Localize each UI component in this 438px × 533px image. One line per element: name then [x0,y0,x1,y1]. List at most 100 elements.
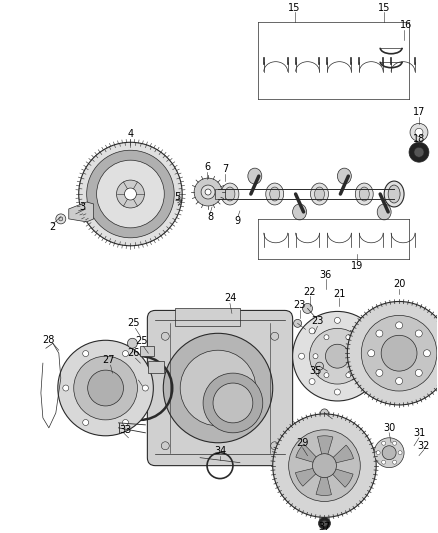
Ellipse shape [270,187,280,201]
Circle shape [415,369,422,376]
Circle shape [123,351,128,357]
Circle shape [273,414,376,518]
Circle shape [203,373,263,433]
Circle shape [315,362,324,370]
Circle shape [58,340,153,436]
Circle shape [163,333,273,443]
Text: 27: 27 [102,355,115,365]
Ellipse shape [337,168,351,184]
Circle shape [409,142,429,162]
Circle shape [376,330,383,337]
Circle shape [79,142,182,246]
Circle shape [396,322,403,329]
Circle shape [376,369,383,376]
Circle shape [381,441,385,445]
Text: 28: 28 [42,335,55,345]
Bar [215,189,225,199]
Circle shape [83,419,88,425]
Circle shape [213,383,253,423]
Text: 23: 23 [311,317,324,326]
Circle shape [398,451,402,455]
Circle shape [410,123,428,141]
Text: 8: 8 [207,212,213,222]
Circle shape [382,446,396,459]
Ellipse shape [355,183,373,205]
Wedge shape [296,466,325,486]
Text: 22: 22 [303,287,316,296]
Circle shape [321,520,328,526]
Ellipse shape [314,187,325,201]
Circle shape [161,442,169,450]
Circle shape [161,332,169,340]
Circle shape [376,451,380,455]
Bar [141,346,154,356]
Wedge shape [325,466,353,487]
Circle shape [381,460,385,464]
Circle shape [415,128,423,136]
Ellipse shape [221,183,239,205]
Circle shape [360,378,366,384]
Text: 33: 33 [119,425,131,435]
Text: 3: 3 [80,202,86,212]
Circle shape [124,188,136,200]
Ellipse shape [293,204,307,220]
Circle shape [361,316,437,391]
Text: 34: 34 [214,446,226,456]
Circle shape [63,385,69,391]
Circle shape [381,335,417,371]
Circle shape [87,150,174,238]
Circle shape [313,454,336,478]
Wedge shape [318,436,333,466]
Text: 25: 25 [127,318,140,328]
Ellipse shape [359,187,369,201]
Circle shape [370,353,376,359]
Circle shape [299,353,304,359]
Text: 35: 35 [309,366,321,376]
Circle shape [88,370,124,406]
Circle shape [325,344,350,368]
Ellipse shape [248,168,262,184]
Wedge shape [316,466,332,496]
Text: 32: 32 [418,441,430,451]
Text: 18: 18 [413,134,425,144]
Text: 4: 4 [127,130,134,139]
Circle shape [360,328,366,334]
Text: 29: 29 [297,438,309,448]
Text: 26: 26 [127,348,140,358]
Text: 31: 31 [413,428,425,438]
Circle shape [346,335,351,340]
Circle shape [142,385,148,391]
Circle shape [324,335,329,340]
Text: 17: 17 [413,108,425,117]
Circle shape [289,430,360,502]
Ellipse shape [266,183,284,205]
Text: 15: 15 [378,3,390,13]
Circle shape [318,518,330,529]
Circle shape [310,328,365,384]
Circle shape [205,189,211,195]
FancyBboxPatch shape [147,310,293,466]
Text: 7: 7 [222,164,228,174]
Bar [148,361,164,373]
Text: 30: 30 [383,423,395,433]
Circle shape [392,441,396,445]
Circle shape [324,373,329,378]
Circle shape [309,328,315,334]
Ellipse shape [388,185,400,203]
Circle shape [346,373,351,378]
Circle shape [396,377,403,384]
Text: 36: 36 [319,270,332,280]
Wedge shape [296,444,325,466]
Circle shape [201,185,215,199]
Circle shape [194,178,222,206]
Text: 23: 23 [293,301,306,310]
Circle shape [414,147,424,157]
Circle shape [392,460,396,464]
Circle shape [180,350,256,426]
Circle shape [313,354,318,359]
Circle shape [335,389,340,395]
Text: 24: 24 [224,294,236,303]
Circle shape [321,409,328,417]
Circle shape [97,160,164,228]
Circle shape [357,354,362,359]
